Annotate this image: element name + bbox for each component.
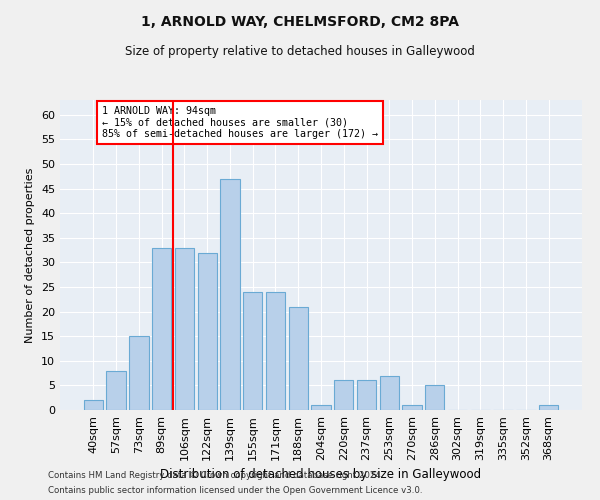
Bar <box>311 405 331 410</box>
Text: Contains public sector information licensed under the Open Government Licence v3: Contains public sector information licen… <box>48 486 422 495</box>
Bar <box>129 336 149 410</box>
Bar <box>220 178 239 410</box>
Bar <box>539 405 558 410</box>
Y-axis label: Number of detached properties: Number of detached properties <box>25 168 35 342</box>
Bar <box>197 252 217 410</box>
Bar <box>84 400 103 410</box>
Bar <box>266 292 285 410</box>
Text: Size of property relative to detached houses in Galleywood: Size of property relative to detached ho… <box>125 45 475 58</box>
Bar <box>289 306 308 410</box>
Text: 1, ARNOLD WAY, CHELMSFORD, CM2 8PA: 1, ARNOLD WAY, CHELMSFORD, CM2 8PA <box>141 15 459 29</box>
Bar <box>106 370 126 410</box>
Bar <box>425 386 445 410</box>
Bar <box>152 248 172 410</box>
Text: 1 ARNOLD WAY: 94sqm
← 15% of detached houses are smaller (30)
85% of semi-detach: 1 ARNOLD WAY: 94sqm ← 15% of detached ho… <box>102 106 378 140</box>
Bar <box>243 292 262 410</box>
X-axis label: Distribution of detached houses by size in Galleywood: Distribution of detached houses by size … <box>160 468 482 481</box>
Text: Contains HM Land Registry data © Crown copyright and database right 2024.: Contains HM Land Registry data © Crown c… <box>48 471 383 480</box>
Bar <box>403 405 422 410</box>
Bar <box>380 376 399 410</box>
Bar <box>357 380 376 410</box>
Bar <box>175 248 194 410</box>
Bar <box>334 380 353 410</box>
